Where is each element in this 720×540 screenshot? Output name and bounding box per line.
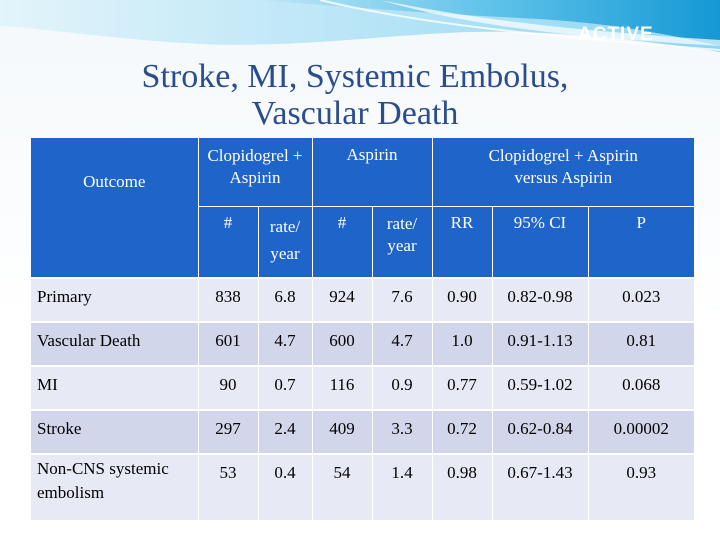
cell-ci: 0.91-1.13 — [491, 321, 588, 366]
table-row: MI 90 0.7 116 0.9 0.77 0.59-1.02 0.068 — [31, 365, 694, 410]
cell-count-aspirin: 924 — [311, 277, 372, 322]
row-outcome: Non-CNS systemic embolism — [31, 453, 198, 520]
cell-count-aspirin: 600 — [311, 321, 372, 366]
table-row: Primary 838 6.8 924 7.6 0.90 0.82-0.98 0… — [31, 277, 694, 322]
cell-p: 0.068 — [587, 365, 694, 410]
cell-rate-aspirin: 4.7 — [371, 321, 432, 366]
cell-count-combo: 838 — [197, 277, 258, 322]
cell-rate-combo: 2.4 — [257, 409, 312, 454]
row-outcome: Vascular Death — [31, 321, 198, 366]
cell-ci: 0.82-0.98 — [491, 277, 588, 322]
cell-rr: 0.98 — [431, 453, 492, 520]
cell-count-combo: 53 — [197, 453, 258, 520]
cell-p: 0.00002 — [587, 409, 694, 454]
cell-rate-combo: 4.7 — [257, 321, 312, 366]
header-outcome: Outcome — [31, 138, 198, 278]
cell-rate-combo: 6.8 — [257, 277, 312, 322]
cell-rate-aspirin: 7.6 — [371, 277, 432, 322]
row-outcome: Primary — [31, 277, 198, 322]
cell-rate-combo: 0.7 — [257, 365, 312, 410]
row-outcome: Stroke — [31, 409, 198, 454]
cell-p: 0.93 — [587, 453, 694, 520]
outcomes-table: Outcome Clopidogrel + Aspirin Aspirin Cl… — [31, 138, 694, 520]
cell-rate-combo: 0.4 — [257, 453, 312, 520]
table-row: Stroke 297 2.4 409 3.3 0.72 0.62-0.84 0.… — [31, 409, 694, 454]
cell-rate-aspirin: 1.4 — [371, 453, 432, 520]
cell-rr: 0.77 — [431, 365, 492, 410]
cell-ci: 0.67-1.43 — [491, 453, 588, 520]
cell-count-combo: 90 — [197, 365, 258, 410]
cell-count-aspirin: 54 — [311, 453, 372, 520]
title-line-1: Stroke, MI, Systemic Embolus, — [141, 58, 569, 95]
cell-count-combo: 601 — [197, 321, 258, 366]
cell-rate-aspirin: 0.9 — [371, 365, 432, 410]
cell-rr: 1.0 — [431, 321, 492, 366]
header-rate-aspirin: rate/ year — [371, 205, 432, 278]
cell-count-aspirin: 116 — [311, 365, 372, 410]
header-ci: 95% CI — [491, 205, 588, 278]
header-rr: RR — [431, 205, 492, 278]
table-row: Non-CNS systemic embolism 53 0.4 54 1.4 … — [31, 453, 694, 520]
header-wave-decoration — [0, 0, 720, 52]
header-p: P — [587, 205, 694, 278]
cell-rr: 0.90 — [431, 277, 492, 322]
header-count-aspirin: # — [311, 205, 372, 278]
study-tag: ACTIVE — [578, 24, 654, 45]
header-aspirin: Aspirin — [311, 138, 432, 206]
title-line-2: Vascular Death — [251, 95, 459, 132]
cell-count-aspirin: 409 — [311, 409, 372, 454]
cell-p: 0.023 — [587, 277, 694, 322]
table-row: Vascular Death 601 4.7 600 4.7 1.0 0.91-… — [31, 321, 694, 366]
cell-ci: 0.59-1.02 — [491, 365, 588, 410]
cell-ci: 0.62-0.84 — [491, 409, 588, 454]
cell-p: 0.81 — [587, 321, 694, 366]
cell-count-combo: 297 — [197, 409, 258, 454]
header-count-combo: # — [197, 205, 258, 278]
header-clopidogrel-aspirin: Clopidogrel + Aspirin — [197, 138, 312, 206]
header-row-groups: Outcome Clopidogrel + Aspirin Aspirin Cl… — [31, 138, 694, 278]
header-rate-combo: rate/ year — [257, 205, 312, 278]
cell-rr: 0.72 — [431, 409, 492, 454]
row-outcome: MI — [31, 365, 198, 410]
cell-rate-aspirin: 3.3 — [371, 409, 432, 454]
header-row-columns: # rate/ year # rate/ year RR 95% CI P — [31, 205, 694, 278]
slide-title: Stroke, MI, Systemic Embolus, Vascular D… — [100, 58, 610, 132]
header-comparison: Clopidogrel + Aspirin versus Aspirin — [431, 138, 694, 206]
